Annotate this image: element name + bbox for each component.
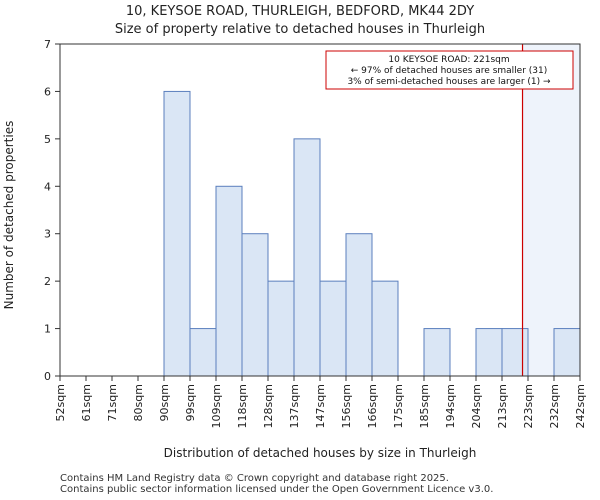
- x-tick-label: 128sqm: [262, 384, 275, 428]
- x-tick-label: 137sqm: [288, 384, 301, 428]
- histogram-bar: [423, 328, 451, 377]
- histogram-bar: [267, 280, 295, 377]
- histogram-bar: [475, 328, 503, 377]
- x-tick-label: 118sqm: [236, 384, 249, 428]
- chart-title: 10, KEYSOE ROAD, THURLEIGH, BEDFORD, MK4…: [125, 4, 475, 19]
- x-tick-label: 61sqm: [80, 384, 93, 421]
- x-tick-label: 109sqm: [210, 384, 223, 428]
- histogram-bar: [345, 233, 373, 377]
- x-tick-label: 166sqm: [366, 384, 379, 428]
- x-tick-label: 52sqm: [54, 384, 67, 421]
- x-tick-label: 175sqm: [392, 384, 405, 428]
- y-tick-label: 5: [44, 133, 51, 146]
- x-tick-label: 232sqm: [548, 384, 561, 428]
- larger-region-shade: [522, 44, 580, 376]
- y-tick-label: 1: [44, 323, 51, 336]
- x-tick-label: 185sqm: [418, 384, 431, 428]
- x-tick-label: 194sqm: [444, 384, 457, 428]
- y-tick-label: 0: [44, 370, 51, 383]
- x-tick-label: 99sqm: [184, 384, 197, 421]
- chart-title-block: 10, KEYSOE ROAD, THURLEIGH, BEDFORD, MK4…: [0, 3, 600, 39]
- y-tick-label: 7: [44, 38, 51, 51]
- footer-line-1: Contains HM Land Registry data © Crown c…: [60, 473, 449, 484]
- property-annotation: 10 KEYSOE ROAD: 221sqm ← 97% of detached…: [325, 50, 574, 90]
- annotation-line-3: 3% of semi-detached houses are larger (1…: [347, 77, 551, 87]
- footer-line-2: Contains public sector information licen…: [60, 484, 494, 495]
- x-tick-label: 71sqm: [106, 384, 119, 421]
- histogram-bar: [371, 280, 399, 377]
- y-tick-label: 4: [44, 180, 51, 193]
- y-tick-label: 6: [44, 85, 51, 98]
- x-tick-label: 90sqm: [158, 384, 171, 421]
- annotation-line-2: ← 97% of detached houses are smaller (31…: [351, 66, 548, 76]
- histogram-bar: [319, 280, 347, 377]
- x-tick-label: 213sqm: [496, 384, 509, 428]
- x-tick-label: 80sqm: [132, 384, 145, 421]
- annotation-box: [325, 50, 574, 90]
- histogram-bar: [553, 328, 581, 377]
- histogram-bar: [163, 90, 191, 377]
- x-tick-label: 242sqm: [574, 384, 587, 428]
- histogram-bar: [501, 328, 529, 377]
- chart-subtitle: Size of property relative to detached ho…: [114, 22, 486, 37]
- x-axis-label: Distribution of detached houses by size …: [164, 446, 477, 460]
- y-axis-label: Number of detached properties: [2, 121, 16, 310]
- x-tick-label: 156sqm: [340, 384, 353, 428]
- x-tick-label: 204sqm: [470, 384, 483, 428]
- annotation-line-1: 10 KEYSOE ROAD: 221sqm: [388, 55, 509, 65]
- x-tick-label: 147sqm: [314, 384, 327, 428]
- attribution-footer: Contains HM Land Registry data © Crown c…: [60, 473, 493, 495]
- y-tick-label: 2: [44, 275, 51, 288]
- y-tick-label: 3: [44, 228, 51, 241]
- histogram-bar: [189, 328, 217, 377]
- histogram-bar: [241, 233, 269, 377]
- histogram-bar: [215, 185, 243, 377]
- histogram-bar: [293, 138, 321, 377]
- x-tick-label: 223sqm: [522, 384, 535, 428]
